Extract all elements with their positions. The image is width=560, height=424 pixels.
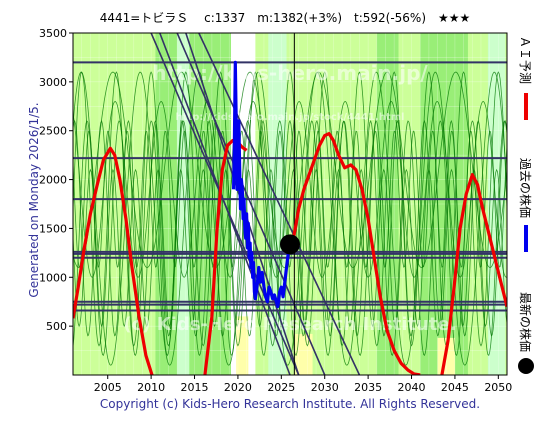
background-band-11 <box>467 33 489 375</box>
y-tick-label: 3500 <box>39 27 67 40</box>
cycle-curve-4 <box>73 168 507 328</box>
trend-line <box>150 33 300 375</box>
background-band-13 <box>505 33 507 375</box>
chart-title: 4441=トビラＳ c:1337 m:1382(+3%) t:592(-56%)… <box>100 11 471 25</box>
latest-price-marker <box>280 234 300 255</box>
watermark-text: http://kids-hero.main.jp/stock/4441.html <box>176 112 405 123</box>
legend-latest-marker <box>518 358 534 374</box>
legend-past-label: 過去の株価 <box>518 158 533 218</box>
x-tick-label: 2010 <box>137 381 165 394</box>
x-tick-label: 2045 <box>441 381 469 394</box>
copyright-footer: Copyright (c) Kids-Hero Research Institu… <box>100 397 480 411</box>
x-tick-label: 2035 <box>354 381 382 394</box>
cycle-curve-3 <box>73 71 507 366</box>
x-tick-label: 2025 <box>267 381 295 394</box>
x-tick-label: 2005 <box>94 381 122 394</box>
past-price-series-segment-0 <box>232 60 292 309</box>
background-band-2 <box>177 33 190 375</box>
y-tick-label: 2000 <box>39 174 67 187</box>
plot-frame <box>72 32 508 376</box>
y-tick-label: 500 <box>46 320 67 333</box>
y-tick-label: 3000 <box>39 76 67 89</box>
y-tick-label: 2500 <box>39 125 67 138</box>
x-tick-label: 2015 <box>181 381 209 394</box>
x-tick-label: 2030 <box>311 381 339 394</box>
legend-latest-label: 最新の株価 <box>518 292 533 352</box>
forecast-series-segment-3 <box>440 173 507 375</box>
cycle-curve-6 <box>73 120 507 356</box>
y-tick-label: 1000 <box>39 271 67 284</box>
forecast-series-segment-0 <box>73 146 154 375</box>
x-tick-label: 2050 <box>484 381 512 394</box>
cycle-curve-2 <box>73 101 507 278</box>
x-tick-label: 2020 <box>224 381 252 394</box>
yellow-patch-0 <box>236 316 249 375</box>
trend-line <box>198 33 361 375</box>
background-band-1 <box>155 33 178 375</box>
y-tick-label: 1500 <box>39 222 67 235</box>
x-tick-label: 2040 <box>398 381 426 394</box>
forecast-series-segment-2 <box>291 132 421 375</box>
legend-forecast-label: ＡＩ予測 <box>518 36 532 84</box>
cycle-curve-7 <box>73 130 507 268</box>
generated-date-label: Generated on Monday 2026/1/5. <box>27 102 41 297</box>
watermark-text: (c) Kids-Hero Research Institute. <box>123 314 456 335</box>
trend-line <box>176 33 326 375</box>
